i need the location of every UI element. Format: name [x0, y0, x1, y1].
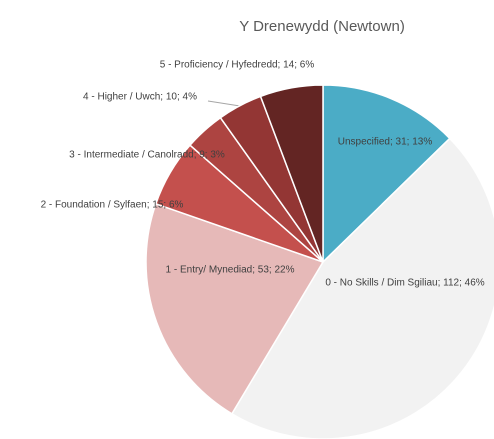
- pie-slice: [145, 202, 325, 415]
- data-label: 2 - Foundation / Sylfaen; 15; 6%: [40, 199, 184, 211]
- data-label: 1 - Entry/ Mynediad; 53; 22%: [165, 264, 295, 276]
- pie-slice: [259, 84, 324, 263]
- data-label: 5 - Proficiency / Hyfedredd; 14; 6%: [159, 59, 315, 71]
- data-label: 0 - No Skills / Dim Sgiliau; 112; 46%: [325, 277, 485, 289]
- data-label: Unspecified; 31; 13%: [337, 136, 433, 148]
- leader-line: [207, 100, 241, 107]
- chart-title: Y Drenewydd (Newtown): [239, 18, 405, 35]
- data-label: 4 - Higher / Uwch; 10; 4%: [83, 91, 197, 103]
- pie-slice: [230, 137, 494, 439]
- pie-slice: [322, 84, 451, 264]
- data-label: 3 - Intermediate / Canolradd; 9; 3%: [69, 149, 225, 161]
